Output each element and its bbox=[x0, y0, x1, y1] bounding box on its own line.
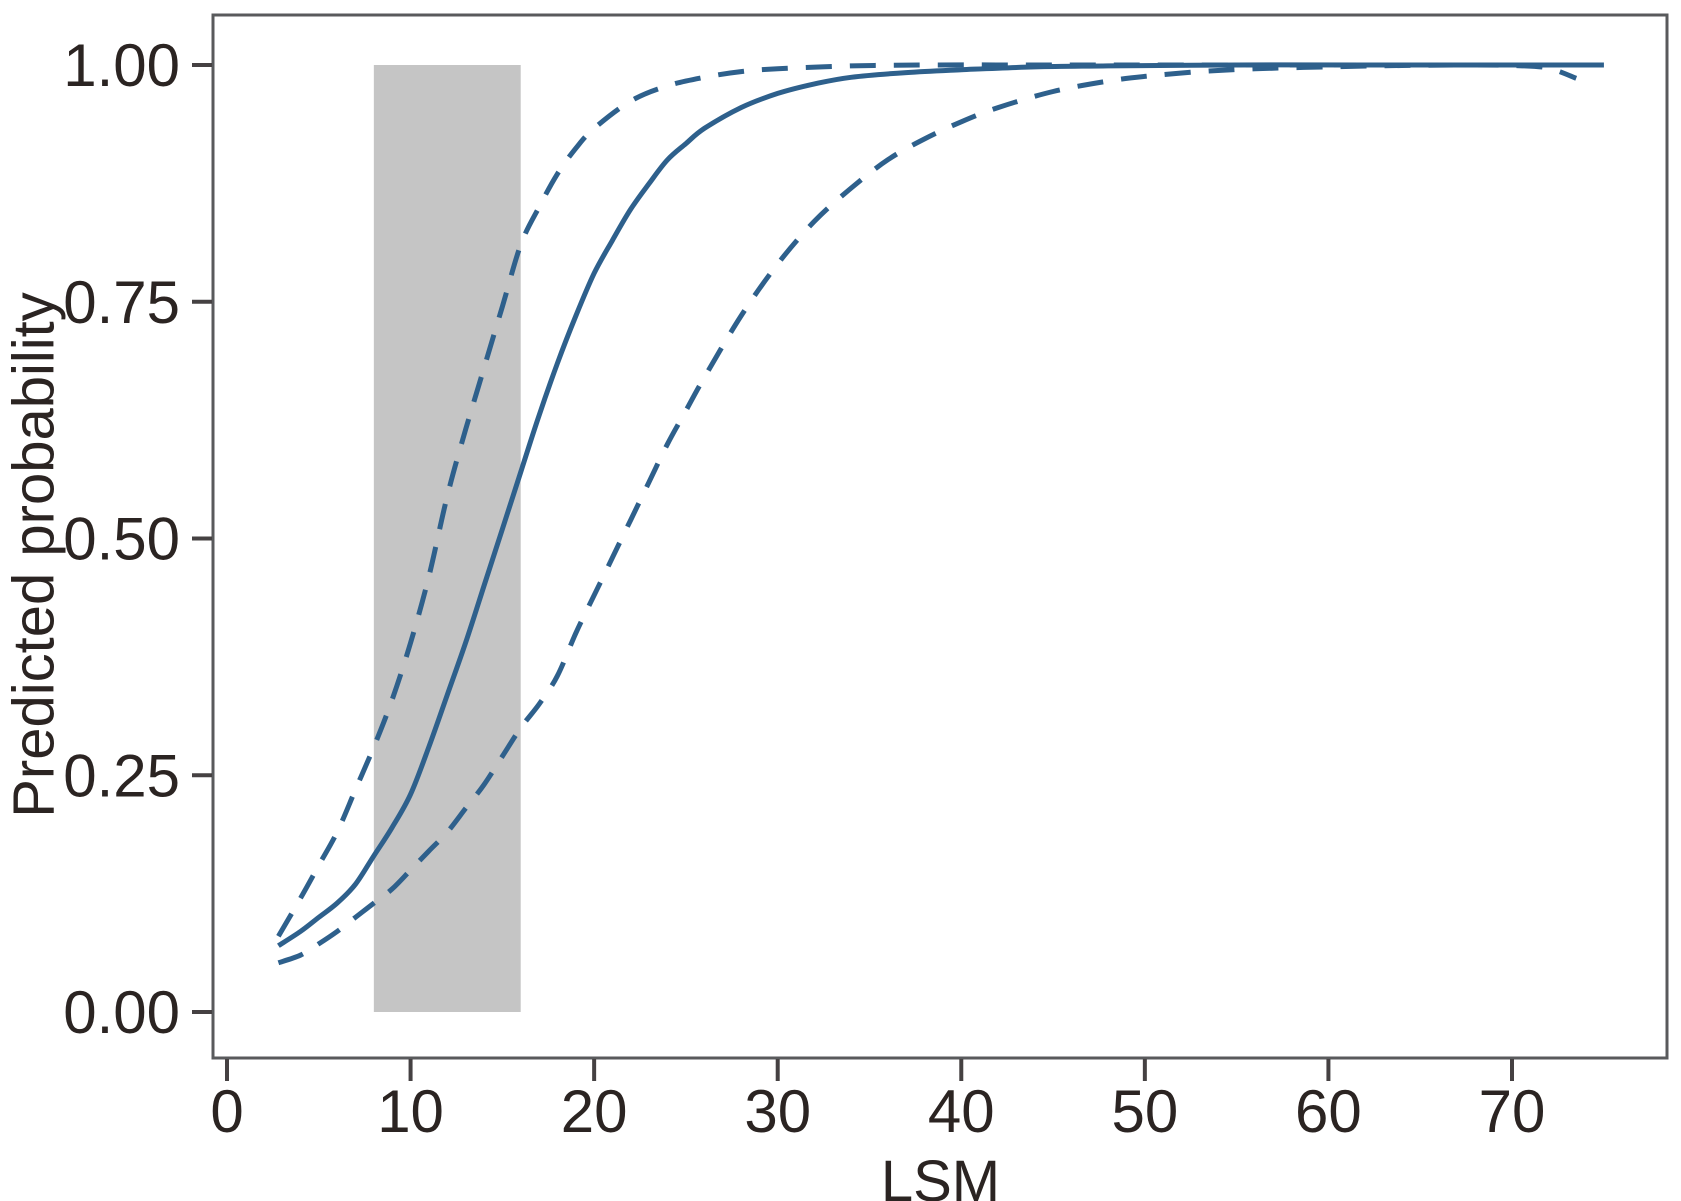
ci-upper-curve bbox=[276, 62, 1604, 938]
plot-border bbox=[211, 13, 1669, 1060]
y-tick-label: 0.50 bbox=[63, 506, 180, 573]
x-tick-label: 60 bbox=[1295, 1078, 1362, 1145]
reference-band bbox=[373, 65, 521, 1012]
x-tick-label: 30 bbox=[744, 1078, 811, 1145]
x-tick-label: 40 bbox=[928, 1078, 995, 1145]
x-axis-title: LSM bbox=[880, 1149, 1001, 1201]
y-axis-title: Predicted probability bbox=[1, 292, 67, 818]
y-tick-label: 1.00 bbox=[63, 32, 180, 99]
y-tick-label: 0.25 bbox=[63, 742, 180, 809]
y-tick-label: 0.75 bbox=[63, 269, 180, 336]
x-tick-label: 50 bbox=[1111, 1078, 1178, 1145]
y-tick-label: 0.00 bbox=[63, 979, 180, 1046]
x-tick-label: 0 bbox=[210, 1078, 243, 1145]
predicted-probability-curve bbox=[277, 62, 1604, 948]
x-tick-label: 20 bbox=[561, 1078, 628, 1145]
x-tick-label: 70 bbox=[1479, 1078, 1546, 1145]
x-tick-label: 10 bbox=[377, 1078, 444, 1145]
ci-lower-curve bbox=[277, 62, 1578, 966]
